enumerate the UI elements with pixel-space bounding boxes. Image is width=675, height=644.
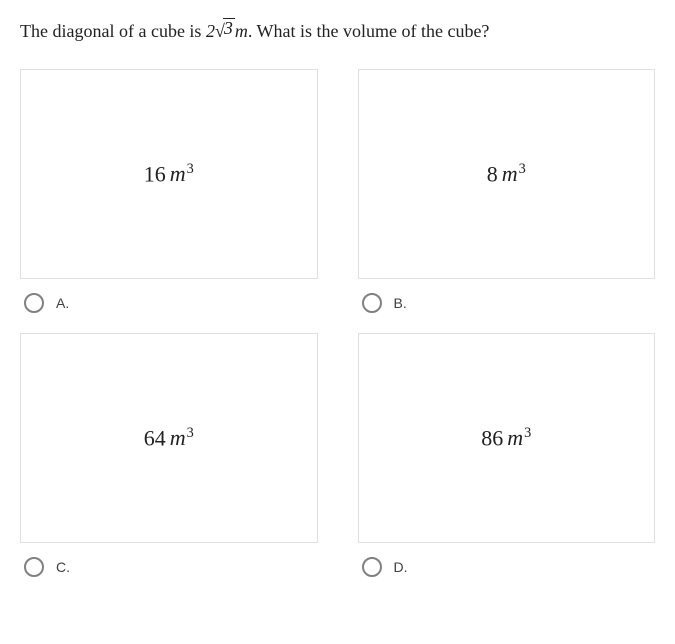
radio-icon <box>24 293 44 313</box>
option-radio-a[interactable]: A. <box>20 293 318 313</box>
option-card[interactable]: 16m3 <box>20 69 318 279</box>
answer-text: 86m3 <box>481 425 531 451</box>
option-letter: A. <box>56 295 69 311</box>
answer-text: 64m3 <box>144 425 194 451</box>
option-c: 64m3 C. <box>20 333 318 577</box>
options-grid: 16m3 A. 8m3 B. 64m3 C. <box>20 69 655 577</box>
option-radio-b[interactable]: B. <box>358 293 656 313</box>
question-prefix: The diagonal of a cube is <box>20 21 206 41</box>
option-radio-d[interactable]: D. <box>358 557 656 577</box>
question-suffix: . What is the volume of the cube? <box>248 21 490 41</box>
radio-icon <box>24 557 44 577</box>
option-letter: D. <box>394 559 408 575</box>
option-radio-c[interactable]: C. <box>20 557 318 577</box>
math-coef: 2 <box>206 21 215 41</box>
option-card[interactable]: 86m3 <box>358 333 656 543</box>
question-text: The diagonal of a cube is 2√3m. What is … <box>20 18 655 45</box>
math-unit: m <box>235 21 248 41</box>
option-card[interactable]: 8m3 <box>358 69 656 279</box>
option-letter: B. <box>394 295 407 311</box>
option-d: 86m3 D. <box>358 333 656 577</box>
radio-icon <box>362 557 382 577</box>
answer-text: 8m3 <box>487 161 526 187</box>
option-letter: C. <box>56 559 70 575</box>
answer-text: 16m3 <box>144 161 194 187</box>
option-b: 8m3 B. <box>358 69 656 313</box>
option-a: 16m3 A. <box>20 69 318 313</box>
question-math: 2√3m <box>206 21 248 41</box>
sqrt-icon: √3 <box>215 18 235 45</box>
option-card[interactable]: 64m3 <box>20 333 318 543</box>
radio-icon <box>362 293 382 313</box>
